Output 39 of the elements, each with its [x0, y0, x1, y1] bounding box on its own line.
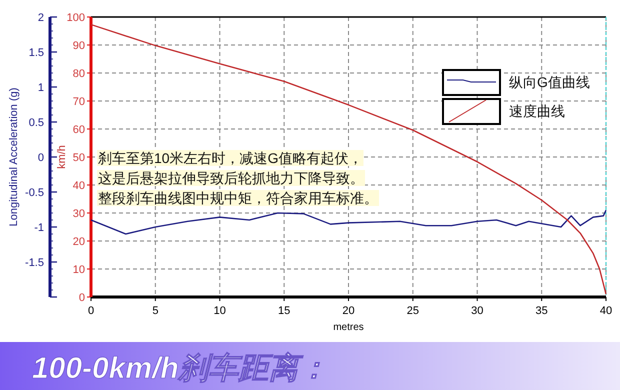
x-tick-label: 20 — [342, 305, 355, 317]
annotation: 整段刹车曲线图中规中矩，符合家用车标准。 — [98, 190, 378, 206]
y-tick-label: 70 — [72, 96, 85, 108]
y-tick-label: 20 — [72, 236, 85, 248]
annotation: 这是后悬架拉伸导致后轮抓地力下降导致。 — [98, 170, 364, 186]
x-tick-label: 35 — [536, 305, 548, 317]
y2-tick-label: 1 — [38, 82, 44, 94]
y-tick-label: 50 — [72, 152, 85, 164]
y-tick-label: 40 — [72, 180, 85, 192]
y-tick-label: 90 — [72, 40, 85, 52]
x-tick-label: 15 — [278, 305, 290, 317]
y-tick-label: 80 — [72, 68, 85, 80]
line-series — [90, 24, 607, 295]
y2-tick-label: 1.5 — [28, 47, 44, 59]
y2-axis-title: Longitudinal Acceleration (g) — [8, 88, 20, 226]
x-tick-label: 40 — [600, 305, 612, 317]
y2-tick-label: -1 — [34, 222, 44, 234]
y2-tick-label: 2 — [38, 12, 44, 24]
y-tick-label: 60 — [72, 124, 85, 136]
x-axis-title: metres — [333, 322, 364, 333]
x-tick-label: 10 — [214, 305, 226, 317]
y-tick-label: 100 — [66, 12, 85, 24]
y-tick-label: 10 — [72, 264, 85, 276]
legend-label: 纵向G值曲线 — [509, 74, 590, 90]
y-tick-label: 30 — [72, 208, 85, 220]
x-tick-label: 30 — [471, 305, 484, 317]
line-series — [90, 210, 607, 235]
x-tick-label: 25 — [406, 305, 419, 317]
x-tick-label: 5 — [152, 305, 158, 317]
annotation: 刹车至第10米左右时，减速G值略有起伏， — [98, 150, 362, 166]
x-tick-label: 0 — [88, 305, 94, 317]
y2-tick-label: 0 — [38, 152, 44, 164]
y-axis-title: km/h — [56, 145, 68, 169]
y2-tick-label: -0.5 — [25, 187, 44, 199]
legend-label: 速度曲线 — [509, 103, 565, 119]
text: 100-0km/h刹车距离： — [32, 351, 329, 385]
y-tick-label: 0 — [78, 292, 85, 304]
y2-tick-label: 0.5 — [28, 117, 44, 129]
y2-tick-label: -1.5 — [25, 257, 44, 269]
